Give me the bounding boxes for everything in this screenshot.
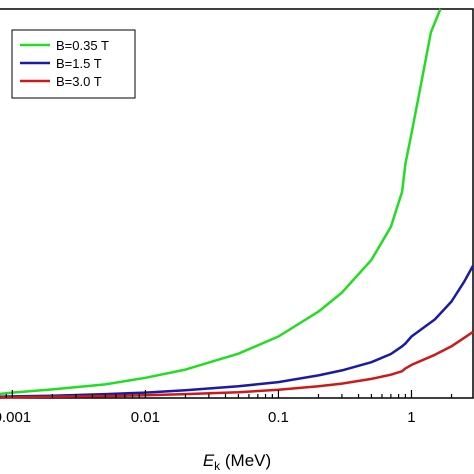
- x-axis-unit: (MeV): [220, 451, 271, 470]
- plot-frame: [0, 8, 474, 399]
- x-tick-label-2: 0.1: [268, 409, 289, 426]
- series-line-0: [0, 8, 442, 396]
- legend-label-2: B=3.0 T: [56, 74, 102, 89]
- series-line-1: [0, 265, 474, 398]
- x-tick-label-3: 1: [407, 409, 415, 426]
- x-axis: 0.001 0.01 0.1 1: [0, 390, 453, 426]
- legend: B=0.35 T B=1.5 T B=3.0 T: [11, 29, 136, 99]
- x-axis-title: Ek (MeV): [203, 451, 271, 473]
- legend-label-1: B=1.5 T: [56, 56, 102, 71]
- x-axis-symbol: E: [203, 451, 215, 470]
- x-tick-label-1: 0.01: [131, 409, 160, 426]
- legend-label-0: B=0.35 T: [56, 38, 109, 53]
- x-axis-subscript: k: [214, 459, 221, 473]
- x-tick-label-0: 0.001: [0, 409, 31, 426]
